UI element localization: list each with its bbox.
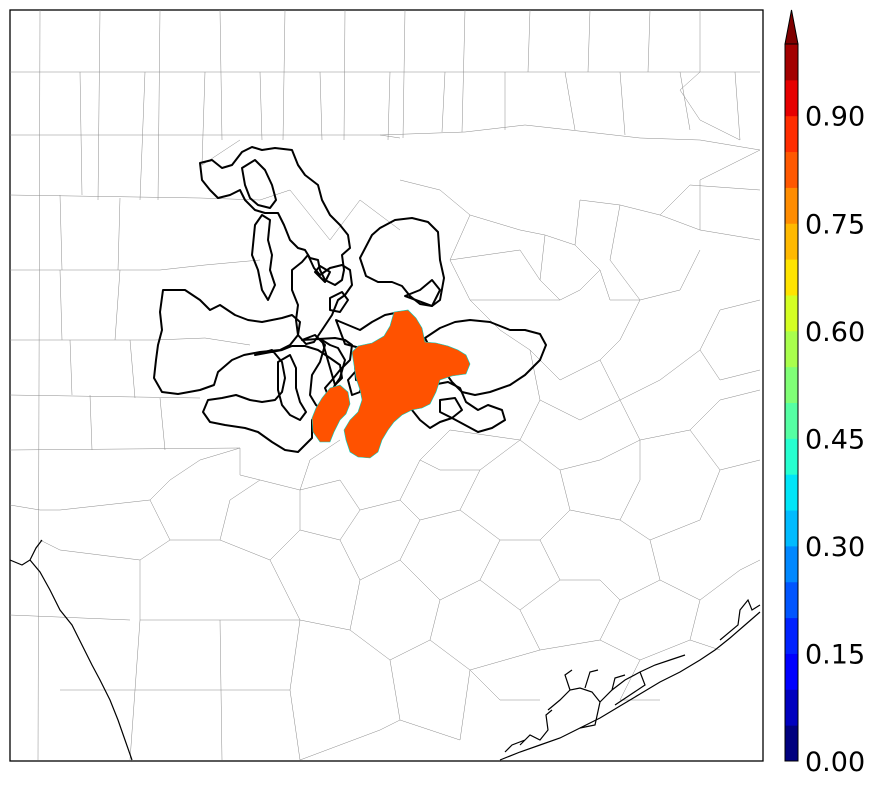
colorbar-swatch — [785, 617, 798, 654]
colorbar-frame — [784, 43, 799, 762]
coastline — [10, 539, 761, 761]
colorbar-swatch — [785, 44, 798, 81]
colorbar-tick-label: 0.30 — [805, 532, 865, 563]
colorbar-swatch — [785, 115, 798, 153]
contour-lines — [153, 146, 547, 453]
colorbar-tick-label: 0.60 — [805, 317, 865, 348]
colorbar-swatch — [785, 223, 798, 260]
colorbar-swatch — [785, 151, 798, 188]
colorbar-swatch — [785, 725, 798, 762]
colorbar-swatch — [785, 187, 798, 224]
colorbar-tick-label: 0.90 — [805, 102, 865, 133]
colorbar-swatch — [785, 545, 798, 583]
colorbar-swatch — [785, 653, 798, 690]
colorbar-swatch — [785, 689, 798, 726]
colorbar-swatch — [785, 366, 798, 403]
colorbar: 0.00 0.15 0.30 0.45 0.60 0.75 0.90 — [784, 9, 865, 778]
colorbar-swatch — [785, 259, 798, 296]
colorbar-swatch — [785, 438, 798, 475]
colorbar-swatch — [785, 79, 798, 117]
colorbar-swatch — [785, 402, 798, 439]
colorbar-swatch — [785, 330, 798, 368]
colorbar-tick-label: 0.00 — [805, 747, 865, 778]
colorbar-tick-label: 0.75 — [805, 209, 865, 240]
colorbar-swatch — [785, 294, 798, 332]
colorbar-tick-label: 0.15 — [805, 639, 865, 670]
colorbar-swatch — [785, 474, 798, 511]
colorbar-tick-label: 0.45 — [805, 424, 865, 455]
colorbar-extend-arrow — [784, 9, 799, 45]
colorbar-swatch — [785, 510, 798, 547]
probability-area — [311, 309, 471, 459]
colorbar-swatch — [785, 581, 798, 619]
county-boundaries — [10, 10, 761, 761]
